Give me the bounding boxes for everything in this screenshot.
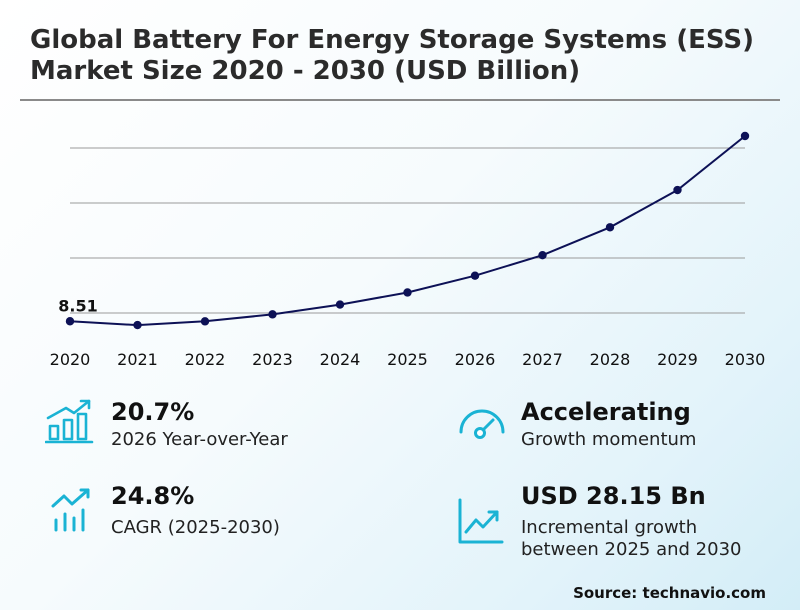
- bar-trend-icon: [51, 488, 90, 532]
- x-axis-ticks: 2020 2021 2022 2023 2024 2025 2026 2027 2028 2029…: [50, 350, 766, 369]
- x-tick-label: 2022: [185, 350, 226, 369]
- data-points: [65, 131, 750, 330]
- data-point: [538, 251, 547, 260]
- stat-value: 20.7%: [111, 398, 195, 426]
- x-tick-label: 2027: [522, 350, 563, 369]
- stat-cagr: 24.8% CAGR (2025-2030): [111, 482, 280, 539]
- title-divider: [20, 99, 780, 101]
- x-tick-label: 2020: [50, 350, 91, 369]
- stat-label: Growth momentum: [521, 429, 697, 450]
- data-point: [268, 310, 277, 319]
- x-tick-label: 2021: [117, 350, 158, 369]
- x-tick-label: 2029: [657, 350, 698, 369]
- stat-label-line-2: between 2025 and 2030: [521, 539, 742, 560]
- stat-incremental: USD 28.15 Bn Incremental growth between …: [521, 482, 741, 561]
- stat-momentum: Accelerating Growth momentum: [521, 398, 696, 451]
- x-tick-label: 2026: [455, 350, 496, 369]
- data-point: [200, 317, 210, 326]
- data-point: [470, 271, 480, 280]
- data-point: [335, 300, 345, 309]
- line-chart: 2020 2021 2022 2023 2024 2025 2026 2027 2028 2029…: [50, 131, 766, 369]
- stat-value: Accelerating: [521, 398, 691, 426]
- stat-value: 24.8%: [111, 482, 195, 510]
- series-line: [69, 135, 746, 327]
- data-point: [740, 131, 750, 141]
- source-note: Source: technavio.com: [573, 584, 766, 602]
- stat-label-line-1: Incremental growth: [521, 517, 698, 538]
- grid-lines: [70, 147, 745, 314]
- trend-line-icon: [458, 498, 504, 544]
- data-point: [133, 320, 142, 330]
- stat-label: CAGR (2025-2030): [111, 517, 280, 538]
- data-label: 8.51: [58, 296, 97, 315]
- data-labels: 8.51: [58, 296, 97, 315]
- stat-yoy: 20.7% 2026 Year-over-Year: [111, 398, 288, 451]
- speedometer-icon: [459, 409, 505, 439]
- data-point: [605, 223, 615, 232]
- chart-title: Global Battery For Energy Storage System…: [30, 25, 755, 86]
- bar-chart-growth-icon: [45, 399, 94, 444]
- x-tick-label: 2025: [387, 350, 428, 369]
- x-tick-label: 2023: [252, 350, 293, 369]
- stat-label: 2026 Year-over-Year: [111, 429, 288, 450]
- data-point: [403, 288, 412, 297]
- stat-value: USD 28.15 Bn: [521, 482, 706, 510]
- data-point: [65, 317, 75, 326]
- x-tick-label: 2028: [590, 350, 631, 369]
- x-tick-label: 2024: [320, 350, 361, 369]
- data-point: [673, 185, 682, 195]
- x-tick-label: 2030: [725, 350, 766, 369]
